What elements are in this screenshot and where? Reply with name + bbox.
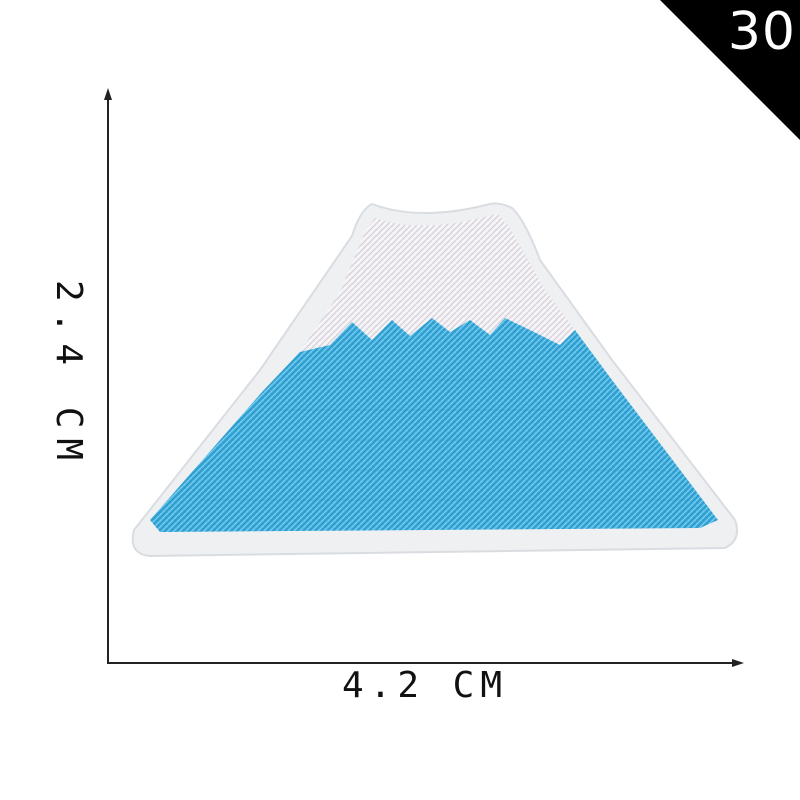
snow-cap: [300, 214, 575, 352]
width-arrowhead-icon: [732, 659, 744, 667]
corner-badge-number: 30: [727, 2, 796, 62]
stitch-texture: [200, 379, 690, 501]
mountain-body: [150, 318, 718, 532]
height-arrowhead-icon: [104, 88, 112, 100]
height-dimension-label: 2.4 CM: [48, 280, 89, 471]
width-dimension-label: 4.2 CM: [341, 665, 509, 706]
corner-badge-background: [660, 0, 800, 140]
